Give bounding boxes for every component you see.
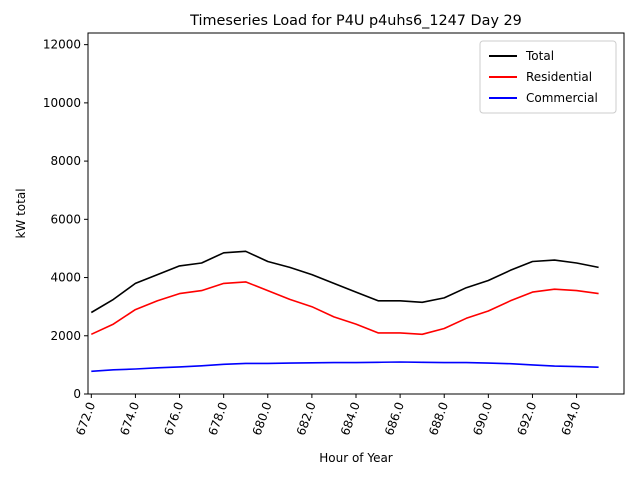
y-axis-ticks: 0 2000 4000 6000 8000 10000 12000: [43, 38, 88, 401]
x-tick-label: 674.0: [117, 400, 142, 437]
y-tick-label: 12000: [43, 38, 81, 52]
legend-label-total: Total: [525, 49, 554, 63]
x-axis-label: Hour of Year: [319, 451, 393, 465]
chart-title: Timeseries Load for P4U p4uhs6_1247 Day …: [189, 13, 522, 29]
y-tick-label: 10000: [43, 96, 81, 110]
legend-box: [479, 40, 617, 114]
x-tick-label: 686.0: [382, 400, 407, 437]
x-tick-label: 684.0: [338, 400, 363, 437]
series-line-residential: [90, 281, 599, 336]
y-tick-label: 0: [73, 387, 81, 401]
legend-label-residential: Residential: [526, 70, 592, 84]
x-axis-ticks: 672.0 674.0 676.0 678.0 680.0 682.0 684.0 686.0…: [73, 394, 583, 437]
legend: Total Residential Commercial: [479, 40, 617, 114]
y-tick-label: 8000: [50, 154, 81, 168]
y-tick-label: 4000: [50, 271, 81, 285]
series-line-total: [90, 250, 599, 314]
x-tick-label: 678.0: [206, 400, 231, 437]
x-tick-label: 672.0: [73, 400, 98, 437]
y-tick-label: 2000: [50, 329, 81, 343]
x-tick-label: 680.0: [250, 400, 275, 437]
series-line-commercial: [91, 361, 599, 373]
x-tick-label: 682.0: [294, 400, 319, 437]
y-tick-label: 6000: [50, 212, 81, 226]
x-tick-label: 676.0: [161, 400, 186, 437]
x-tick-label: 690.0: [470, 400, 495, 437]
y-axis-label: kW total: [14, 188, 28, 238]
legend-label-commercial: Commercial: [526, 91, 598, 105]
x-tick-label: 692.0: [514, 400, 539, 437]
series-layer: [90, 250, 599, 373]
x-tick-label: 688.0: [426, 400, 451, 437]
x-tick-label: 694.0: [558, 400, 583, 437]
